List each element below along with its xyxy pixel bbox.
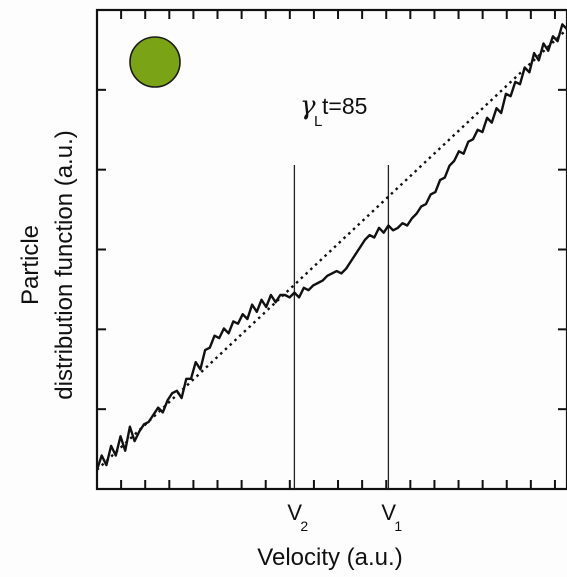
v1-label: V (381, 500, 396, 525)
annotation-subscript: L (314, 113, 322, 130)
x-axis-label: Velocity (a.u.) (257, 544, 402, 571)
v1-label-subscript: 1 (394, 518, 402, 534)
v2-label: V (287, 500, 302, 525)
y-axis-label-line1: Particle (17, 225, 44, 305)
annotation-text: t=85 (322, 93, 367, 119)
green-circle-marker (129, 36, 181, 88)
annotation-greek: γ (300, 91, 316, 121)
time-annotation: γ (300, 91, 316, 121)
distribution-solid-line (95, 23, 567, 471)
v2-label-subscript: 2 (300, 518, 308, 534)
y-axis-label-line2: distribution function (a.u.) (51, 130, 78, 399)
y-axis-ticks (97, 9, 567, 411)
x-axis-ticks (120, 10, 556, 489)
